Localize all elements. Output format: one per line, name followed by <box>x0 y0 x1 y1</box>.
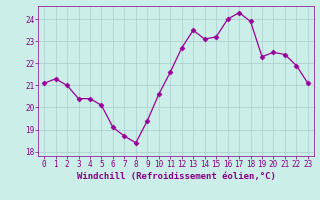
X-axis label: Windchill (Refroidissement éolien,°C): Windchill (Refroidissement éolien,°C) <box>76 172 276 181</box>
